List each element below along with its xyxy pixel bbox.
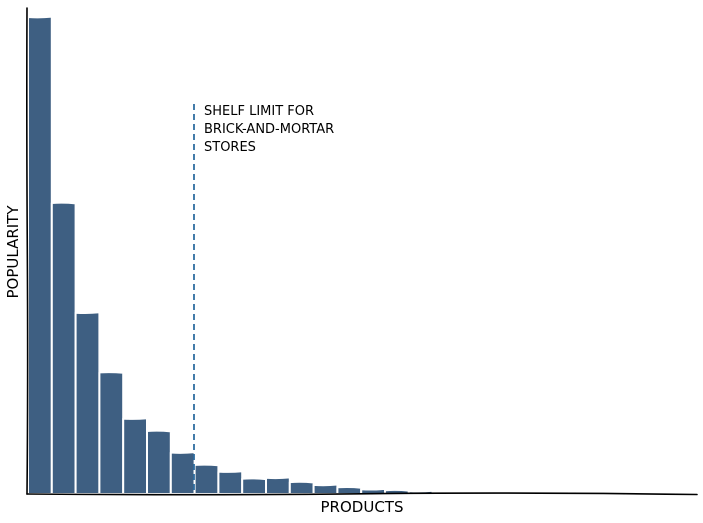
y-axis-label: POPULARITY <box>4 205 22 299</box>
bar-11 <box>265 476 291 495</box>
bar-13 <box>312 483 339 495</box>
annotation-line-1: SHELF LIMIT FOR <box>204 104 314 119</box>
bars-layer <box>27 15 696 496</box>
bar-6 <box>146 429 172 495</box>
bar-4 <box>98 371 125 495</box>
bar-3 <box>74 311 101 495</box>
bar-12 <box>288 480 315 495</box>
bar-8 <box>193 463 220 495</box>
bar-15 <box>360 487 386 495</box>
bar-2 <box>50 201 77 495</box>
annotation-line-2: BRICK-AND-MORTAR <box>204 122 334 137</box>
annotation-line-3: STORES <box>204 140 256 155</box>
bar-7 <box>169 451 196 495</box>
bar-9 <box>217 470 244 495</box>
shelf-limit-annotation: SHELF LIMIT FOR BRICK-AND-MORTAR STORES <box>204 104 338 155</box>
bar-5 <box>122 417 148 495</box>
y-axis <box>26 7 29 495</box>
x-axis-label: PRODUCTS <box>321 498 404 516</box>
bar-14 <box>336 485 363 495</box>
bar-10 <box>241 477 267 495</box>
bar-1 <box>27 15 53 495</box>
x-axis <box>26 492 698 496</box>
